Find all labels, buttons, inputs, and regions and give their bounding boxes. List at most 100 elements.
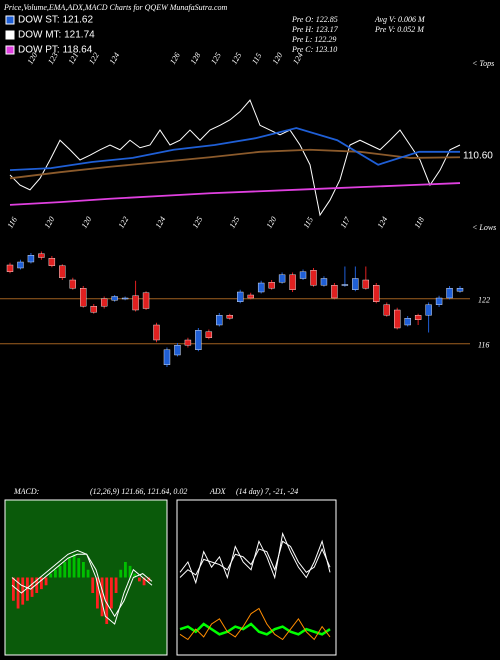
tops-label: < Tops [472,59,494,68]
candle-body [257,282,265,293]
line [11,553,153,618]
candle-body [90,306,97,313]
legend-swatch [5,45,15,55]
candle-body [69,279,76,289]
histogram-bar [100,577,104,617]
candle-body [142,292,150,309]
candle-body [121,297,129,300]
candle-body [226,315,233,319]
line [179,531,331,585]
top-label: 120 [271,51,285,66]
histogram-bar [147,577,151,582]
histogram-bar [58,565,62,578]
candle-body [163,349,171,365]
histogram-bar [35,577,39,593]
candle-body [289,274,296,290]
legend-label: DOW MT: 121.74 [18,30,95,41]
candle-body [111,296,118,301]
candle-body [373,285,380,302]
candle-body [6,264,14,272]
bottom-label: 124 [154,215,168,230]
histogram-bar [44,577,48,586]
stat: Pre L: 122.29 [291,35,336,44]
histogram-bar [77,558,81,578]
candle-body [278,274,286,283]
candle-body [59,265,66,278]
line [9,99,461,217]
candle-body [205,331,213,338]
top-label: 126 [168,51,182,66]
candle-body [38,253,45,258]
candle-body [132,295,139,311]
y-tick-label: 116 [478,341,489,350]
bottom-label: 120 [43,215,57,230]
histogram-bar [54,569,57,578]
histogram-bar [68,558,71,578]
candle-body [27,255,35,263]
stat: Avg V: 0.006 M [374,15,426,24]
histogram-bar [30,577,34,597]
candle-body [310,270,317,286]
candle-body [299,271,307,279]
candle-body [331,285,338,299]
bottom-label: 115 [302,216,316,230]
histogram-bar [138,577,141,582]
top-label: 125 [209,51,223,66]
histogram-bar [72,554,76,578]
legend-label: DOW ST: 121.62 [18,15,93,26]
top-label: 125 [230,51,244,66]
candle-body [341,284,349,286]
histogram-bar [96,577,99,609]
candle-body [425,304,432,316]
line [11,549,153,625]
histogram-bar [124,562,127,578]
candle-body [247,294,254,299]
bottom-label: 116 [6,216,20,230]
candle-body [268,282,275,289]
histogram-bar [105,577,109,624]
candle-body [362,279,370,289]
histogram-bar [142,577,146,586]
legend-label: DOW PT: 118.64 [18,45,93,56]
histogram-bar [21,577,25,605]
stat: Pre V: 0.052 M [374,25,425,34]
candle-body [237,291,244,302]
histogram-bar [40,577,43,590]
histogram-bar [63,562,67,578]
y-tick-label: 122 [478,296,490,305]
histogram-bar [114,577,118,593]
candle-body [394,309,401,329]
candle-body [17,261,24,269]
histogram-bar [82,562,85,578]
panel-title: ADX [209,487,227,496]
legend-swatch [5,30,15,40]
bottom-label: 118 [413,216,427,230]
end-label: 110.60 [463,151,493,162]
candle-body [414,315,422,320]
stat: Pre H: 123.17 [291,25,339,34]
histogram-bar [16,577,20,609]
stat: Pre C: 123.10 [291,45,337,54]
candle-body [352,278,359,290]
candle-body [320,278,328,286]
histogram-bar [133,573,137,578]
panel-title: MACD: [13,487,40,496]
bottom-label: 120 [80,215,94,230]
line [179,540,331,578]
panel-subtitle: (12,26,9) 121.66, 121.64, 0.02 [90,487,187,496]
candle-body [174,345,181,356]
candle-body [446,288,453,299]
line [9,127,460,172]
candle-body [383,304,390,316]
stat: Pre O: 122.85 [291,15,338,24]
histogram-bar [49,573,53,578]
line [9,148,461,180]
candle-body [435,297,443,305]
legend-swatch [5,15,15,25]
chart-title: Price,Volume,EMA,ADX,MACD Charts for QQE… [3,3,228,12]
candle-body [456,288,464,292]
line [179,607,331,641]
bottom-label: 122 [117,215,131,230]
histogram-bar [12,577,15,601]
top-label: 124 [108,51,122,66]
